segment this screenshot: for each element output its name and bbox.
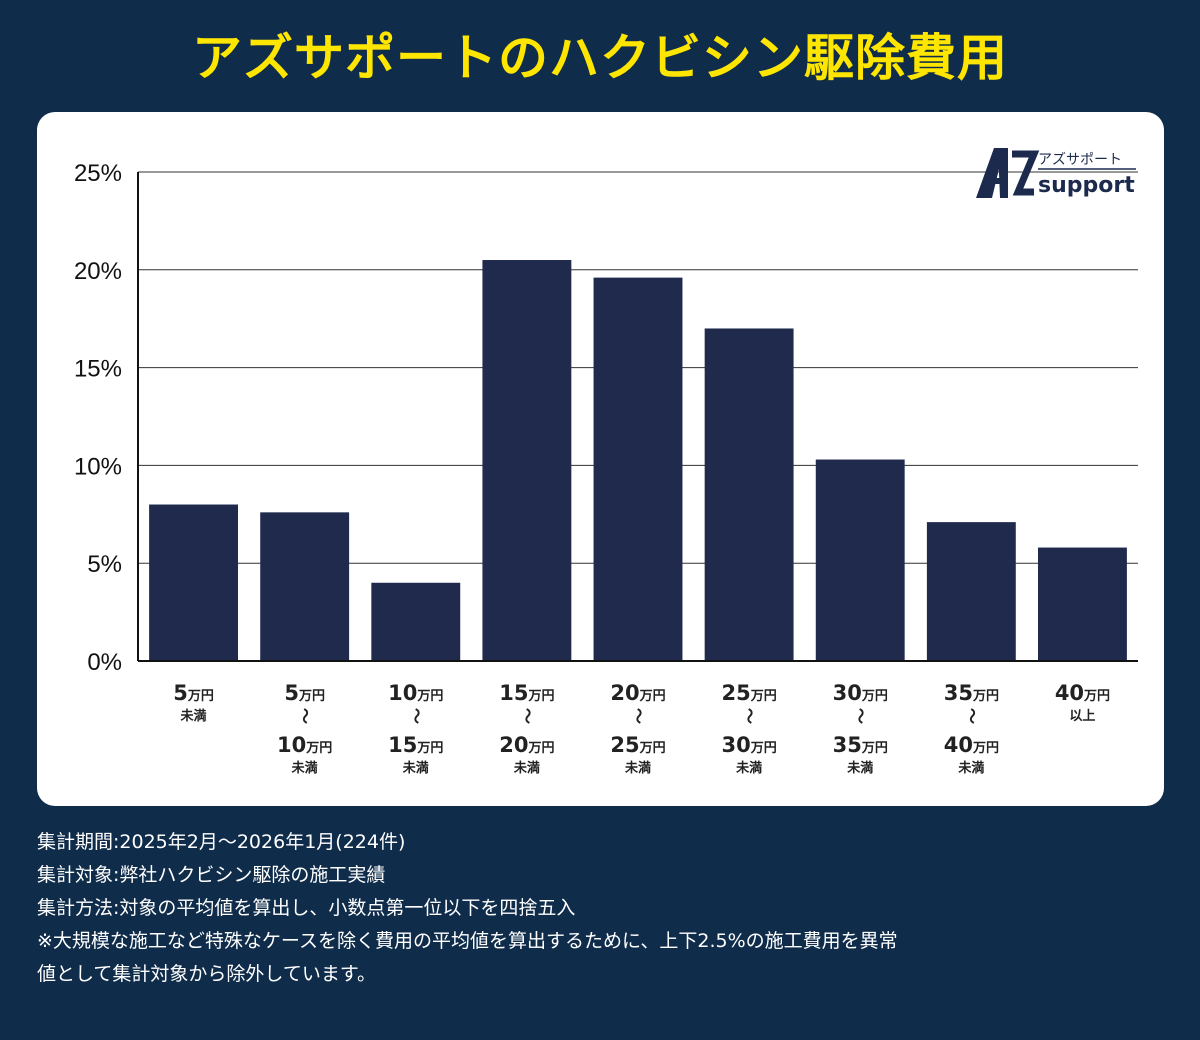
bar	[371, 582, 461, 661]
x-tick-label: 30万円	[721, 733, 776, 757]
x-tick-label: 10万円	[388, 681, 443, 705]
bar	[482, 260, 572, 661]
page-title: アズサポートのハクビシン駆除費用	[192, 29, 1008, 87]
x-tick-sublabel: 未満	[402, 760, 429, 776]
bar	[926, 522, 1016, 661]
x-tick-sublabel: 未満	[735, 760, 762, 776]
x-tick-sublabel: 以上	[1069, 709, 1095, 724]
y-tick-label: 25%	[74, 160, 122, 187]
logo-en-text: support	[1038, 173, 1135, 198]
x-tick-tilde: 〜	[962, 708, 981, 724]
x-tick-label: 20万円	[610, 681, 665, 705]
bar	[593, 277, 683, 661]
x-tick-label: 15万円	[388, 733, 443, 757]
y-tick-label: 0%	[87, 649, 122, 676]
bar	[815, 459, 905, 661]
y-tick-label: 20%	[74, 258, 122, 285]
x-tick-sublabel: 未満	[513, 760, 540, 776]
x-tick-sublabel: 未満	[624, 760, 651, 776]
y-tick-label: 10%	[74, 453, 122, 480]
x-tick-tilde: 〜	[407, 708, 426, 724]
x-tick-tilde: 〜	[851, 708, 870, 724]
x-tick-sublabel: 未満	[180, 708, 207, 724]
x-tick-label: 40万円	[1055, 681, 1110, 705]
x-tick-label: 35万円	[833, 733, 888, 757]
y-tick-label: 15%	[74, 356, 122, 383]
x-tick-label: 35万円	[944, 681, 999, 705]
x-tick-label: 20万円	[499, 733, 554, 757]
bar	[1038, 547, 1127, 661]
az-logo-mark-icon	[976, 148, 1040, 198]
notes: 集計期間:2025年2月〜2026年1月(224件) 集計対象:弊社ハクビシン駆…	[37, 826, 1167, 991]
x-tick-label: 25万円	[610, 733, 665, 757]
x-tick-tilde: 〜	[629, 708, 648, 724]
x-tick-tilde: 〜	[740, 708, 759, 724]
note-target: 集計対象:弊社ハクビシン駆除の施工実績	[37, 864, 386, 886]
x-tick-label: 15万円	[499, 681, 554, 705]
y-tick-label: 5%	[87, 551, 122, 578]
x-tick-sublabel: 未満	[846, 760, 873, 776]
bar	[704, 328, 794, 661]
note-exclusion-2: 値として集計対象から除外しています。	[37, 963, 376, 985]
x-tick-label: 10万円	[277, 733, 332, 757]
bar	[260, 512, 350, 661]
x-tick-label: 5万円	[284, 681, 325, 705]
note-method: 集計方法:対象の平均値を算出し、小数点第一位以下を四捨五入	[37, 897, 576, 919]
x-tick-label: 5万円	[173, 681, 214, 705]
x-tick-label: 25万円	[721, 681, 776, 705]
x-tick-label: 30万円	[833, 681, 888, 705]
x-tick-tilde: 〜	[296, 708, 315, 724]
x-tick-sublabel: 未満	[957, 760, 984, 776]
azsupport-logo: アズサポート support	[976, 148, 1136, 198]
note-period: 集計期間:2025年2月〜2026年1月(224件)	[37, 831, 406, 853]
x-tick-tilde: 〜	[518, 708, 537, 724]
x-tick-sublabel: 未満	[291, 760, 318, 776]
logo-jp-text: アズサポート	[1038, 152, 1122, 168]
note-exclusion-1: ※大規模な施工など特殊なケースを除く費用の平均値を算出するために、上下2.5%の…	[37, 930, 898, 952]
x-tick-label: 40万円	[944, 733, 999, 757]
bar	[149, 504, 238, 661]
